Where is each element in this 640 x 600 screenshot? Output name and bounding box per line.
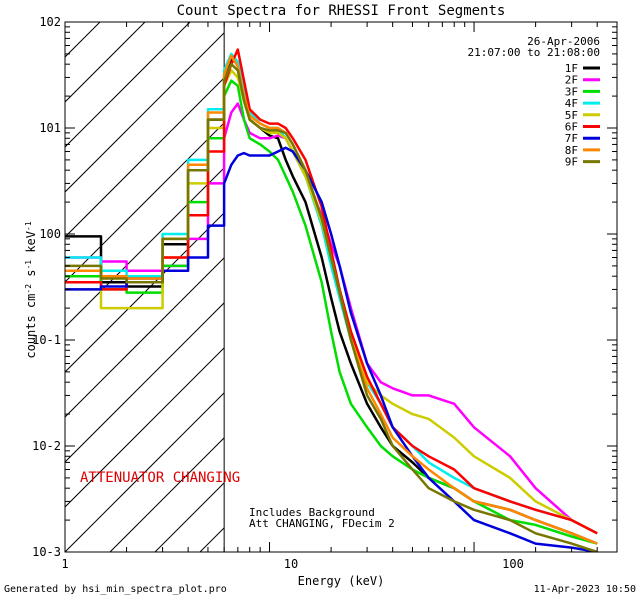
time-range-label: 21:07:00 to 21:08:00 <box>468 46 600 59</box>
date-label: 26-Apr-2006 <box>527 35 600 48</box>
plot-frame <box>64 21 618 553</box>
y-axis-label: counts cm-2 s-1 keV-1 <box>24 221 39 358</box>
series-layer <box>65 48 598 552</box>
chart-title: Count Spectra for RHESSI Front Segments <box>177 3 506 19</box>
x-tick-label-100: 100 <box>502 557 524 571</box>
hatch-line <box>65 22 281 238</box>
hatch-line <box>65 22 191 148</box>
y-tick-label: 100 <box>39 227 61 241</box>
legend-label-2F: 2F <box>565 74 578 87</box>
series-line-7F <box>65 146 598 552</box>
x-axis-ticks <box>64 22 618 552</box>
legend-label-5F: 5F <box>565 109 578 122</box>
series-line-6F <box>65 48 598 535</box>
hatch-line <box>65 22 236 193</box>
y-tick-label: 102 <box>39 15 61 29</box>
series-line-3F <box>65 79 598 545</box>
x-axis-label: Energy (keV) <box>298 574 385 588</box>
footer-timestamp: 11-Apr-2023 10:50 <box>533 584 636 595</box>
attenuator-annotation: ATTENUATOR CHANGING <box>80 470 240 486</box>
x-tick-label-10: 10 <box>284 557 298 571</box>
y-tick-label: 10-2 <box>32 439 61 453</box>
y-tick-label: 10-1 <box>32 333 61 347</box>
background-annotation: Includes Background <box>249 506 375 519</box>
series-line-9F <box>65 62 598 552</box>
x-tick-labels: 1 10 100 <box>61 557 523 571</box>
legend-label-6F: 6F <box>565 121 578 134</box>
y-axis-label-text: counts cm-2 s-1 keV-1 <box>24 221 39 358</box>
x-tick-label-1: 1 <box>61 557 68 571</box>
legend-label-7F: 7F <box>565 132 578 145</box>
legend-label-8F: 8F <box>565 144 578 157</box>
y-tick-label: 10-3 <box>32 545 61 559</box>
hatch-line <box>65 22 146 103</box>
legend-label-1F: 1F <box>565 62 578 75</box>
attenuator-state-annotation: Att CHANGING, FDecim 2 <box>249 517 395 530</box>
legend-label-3F: 3F <box>565 85 578 98</box>
footer-generator: Generated by hsi_min_spectra_plot.pro <box>4 584 227 595</box>
y-axis-ticks <box>65 21 617 553</box>
legend-label-4F: 4F <box>565 97 578 110</box>
legend-label-9F: 9F <box>565 156 578 169</box>
y-tick-labels: 10-3 10-2 10-1 100 101 102 <box>32 15 61 559</box>
y-tick-label: 101 <box>39 121 61 135</box>
